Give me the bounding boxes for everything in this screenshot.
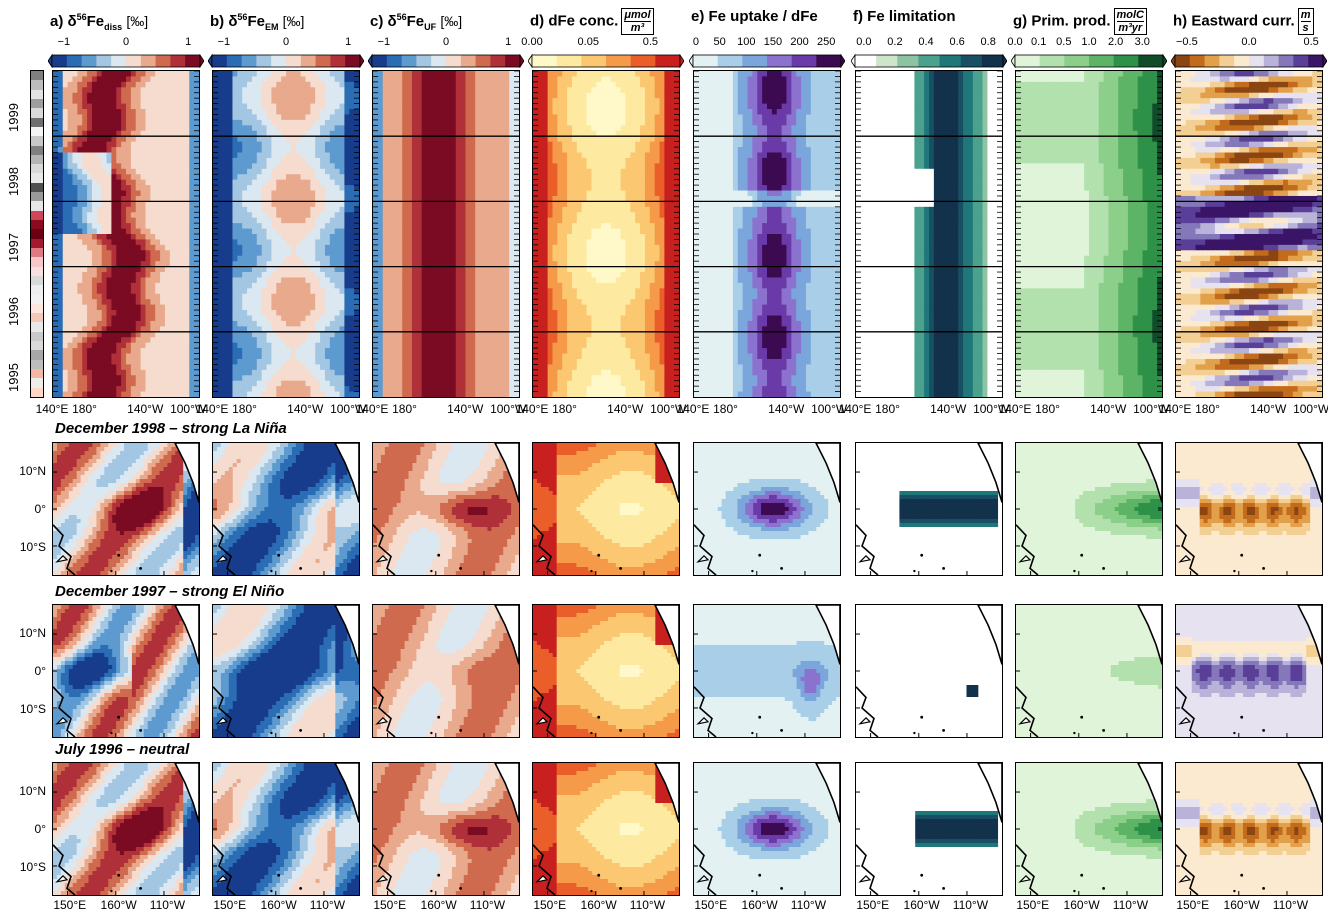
- colorbar-g: [1010, 53, 1168, 69]
- colorbar-ticks-f: 0.0 0.2 0.4 0.6 0.8: [855, 36, 1003, 50]
- map-panel-f-row3: [855, 762, 1003, 896]
- panel-title-b: b) δ56FeEM [‰]: [210, 8, 304, 36]
- year-label: 1995: [6, 363, 21, 392]
- map-panel-g-row1: [1015, 442, 1163, 576]
- map-panel-b-row1: [212, 442, 360, 576]
- row-title-la-nina: December 1998 – strong La Niña: [55, 420, 287, 437]
- colorbar-b: [207, 53, 365, 69]
- colorbar-ticks-d: 0.00 0.05 0.5: [521, 36, 680, 50]
- map-panel-d-row3: [532, 762, 680, 896]
- map-panel-d-row2: [532, 604, 680, 738]
- map-panel-a-row2: [52, 604, 200, 738]
- hovmoller-panel-f: [855, 70, 1003, 398]
- panel-title-e: e) Fe uptake / dFe: [691, 8, 818, 26]
- panel-title-text: e) Fe uptake / dFe: [691, 8, 818, 25]
- colorbar-h: [1170, 53, 1328, 69]
- map-panel-e-row3: [693, 762, 841, 896]
- map-panel-g-row3: [1015, 762, 1163, 896]
- row-title-el-nino: December 1997 – strong El Niño: [55, 583, 284, 600]
- hovmoller-panel-e: [693, 70, 841, 398]
- panel-title-g: g) Prim. prod. molC m³yr: [1013, 8, 1147, 35]
- colorbar-ticks-g: 0.0 0.1 0.5 1.0 2.0 3.0: [1007, 36, 1163, 50]
- lat-axis-row2: 10°N 0° 10°S: [0, 604, 50, 738]
- panel-title-d: d) dFe conc. μmol m³: [530, 8, 654, 35]
- panel-title-text: h) Eastward curr.: [1173, 12, 1295, 29]
- hovmoller-panel-d: [532, 70, 680, 398]
- panel-title-text: g) Prim. prod.: [1013, 12, 1111, 29]
- colorbar-c: [367, 53, 525, 69]
- map-panel-f-row1: [855, 442, 1003, 576]
- hovmoller-panel-a: [52, 70, 200, 398]
- year-label: 1996: [6, 297, 21, 326]
- map-panel-b-row3: [212, 762, 360, 896]
- map-panel-a-row1: [52, 442, 200, 576]
- panel-title-text: f) Fe limitation: [853, 8, 956, 25]
- map-panel-a-row3: [52, 762, 200, 896]
- panel-title-h: h) Eastward curr. m s: [1173, 8, 1314, 35]
- map-panel-h-row3: [1175, 762, 1323, 896]
- lat-axis-row3: 10°N 0° 10°S: [0, 762, 50, 896]
- map-panel-f-row2: [855, 604, 1003, 738]
- panel-title-text: b) δ: [210, 13, 237, 30]
- map-panel-h-row1: [1175, 442, 1323, 576]
- hovmoller-panel-g: [1015, 70, 1163, 398]
- year-label: 1998: [6, 167, 21, 196]
- map-panel-c-row1: [372, 442, 520, 576]
- lat-axis-row1: 10°N 0° 10°S: [0, 442, 50, 576]
- map-panel-e-row2: [693, 604, 841, 738]
- panel-title-c: c) δ56FeUF [‰]: [370, 8, 462, 36]
- map-panel-c-row2: [372, 604, 520, 738]
- colorbar-f: [850, 53, 1008, 69]
- hovmoller-panel-b: [212, 70, 360, 398]
- colorbar-e: [688, 53, 846, 69]
- colorbar-ticks-c: −1 0 1: [372, 36, 520, 50]
- hovmoller-panel-c: [372, 70, 520, 398]
- map-panel-g-row2: [1015, 604, 1163, 738]
- colorbar-a: [47, 53, 205, 69]
- hovmoller-panel-h: [1175, 70, 1323, 398]
- panel-title-text: c) δ: [370, 13, 397, 30]
- panel-title-text: d) dFe conc.: [530, 12, 618, 29]
- colorbar-ticks-e: 0 50 100 150 200 250: [693, 36, 841, 50]
- year-label: 1997: [6, 233, 21, 262]
- colorbar-ticks-b: −1 0 1: [212, 36, 360, 50]
- map-panel-d-row1: [532, 442, 680, 576]
- colorbar-d: [527, 53, 685, 69]
- map-panel-c-row3: [372, 762, 520, 896]
- map-panel-h-row2: [1175, 604, 1323, 738]
- colorbar-ticks-h: −0.5 0.0 0.5: [1175, 36, 1323, 50]
- panel-title-f: f) Fe limitation: [853, 8, 956, 26]
- panel-title-a: a) δ56Fediss [‰]: [50, 8, 148, 36]
- row-title-neutral: July 1996 – neutral: [55, 741, 189, 758]
- year-label: 1999: [6, 103, 21, 132]
- map-panel-b-row2: [212, 604, 360, 738]
- panel-title-text: a) δ: [50, 13, 77, 30]
- enso-index-bar: [30, 70, 44, 398]
- map-panel-e-row1: [693, 442, 841, 576]
- colorbar-ticks-a: −1 0 1: [52, 36, 200, 50]
